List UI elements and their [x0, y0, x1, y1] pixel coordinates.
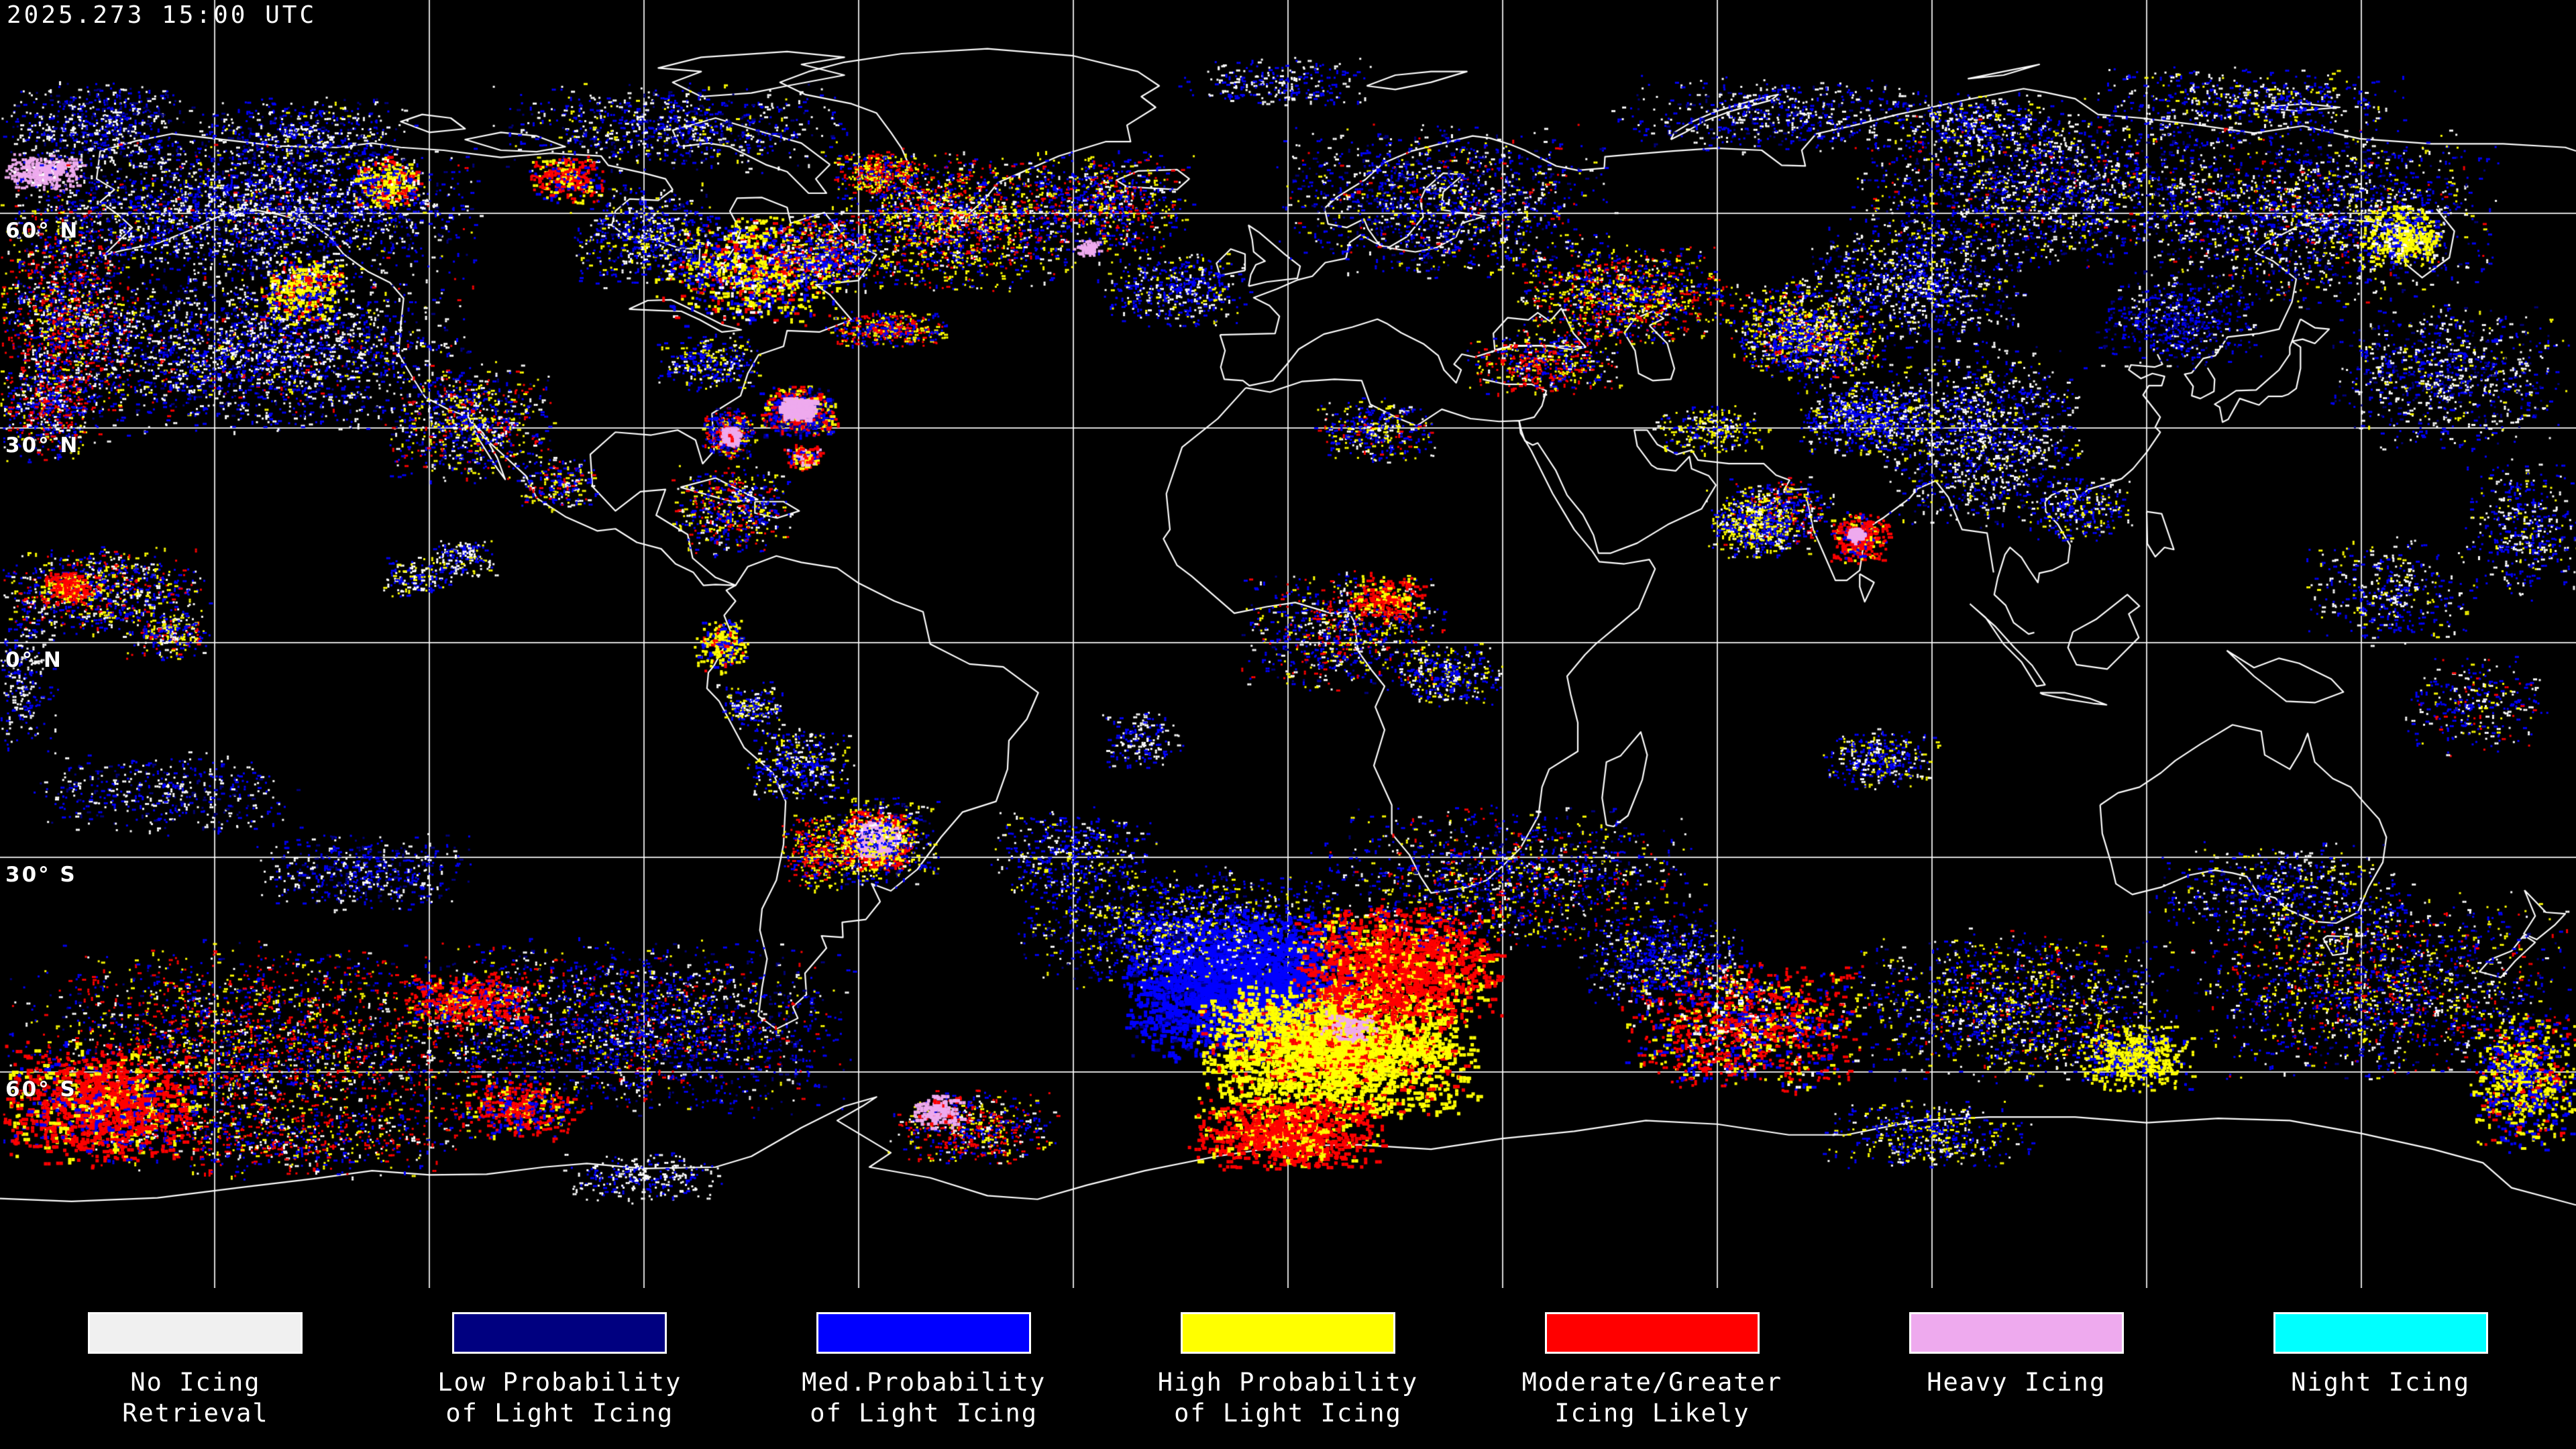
legend-item-heavy-icing: Heavy Icing [1834, 1312, 2198, 1449]
legend-label: Med.Probability of Light Icing [802, 1368, 1046, 1428]
legend-item-night-icing: Night Icing [2198, 1312, 2563, 1449]
legend-item-moderate-greater: Moderate/Greater Icing Likely [1470, 1312, 1834, 1449]
high-prob-light-swatch [1181, 1312, 1395, 1354]
legend-label: High Probability of Light Icing [1157, 1368, 1419, 1428]
med-prob-light-swatch [816, 1312, 1032, 1354]
night-icing-swatch [2273, 1312, 2488, 1354]
legend-label: Night Icing [2291, 1368, 2471, 1397]
no-icing-retrieval-swatch [88, 1312, 303, 1354]
global-icing-map [0, 0, 2576, 1288]
moderate-greater-swatch [1544, 1312, 1760, 1354]
lat-label: 30° S [5, 863, 77, 887]
legend-item-high-prob-light: High Probability of Light Icing [1106, 1312, 1470, 1449]
legend-item-low-prob-light: Low Probability of Light Icing [378, 1312, 742, 1449]
legend-label: Heavy Icing [1927, 1368, 2106, 1397]
lat-label: 30° N [5, 433, 80, 458]
legend-label: Moderate/Greater Icing Likely [1521, 1368, 1783, 1428]
legend-label: Low Probability of Light Icing [437, 1368, 682, 1428]
legend-item-no-icing-retrieval: No Icing Retrieval [13, 1312, 378, 1449]
legend-label: No Icing Retrieval [122, 1368, 269, 1428]
lat-label: 0° N [5, 648, 63, 672]
legend: No Icing Retrieval Low Probability of Li… [0, 1288, 2576, 1449]
lat-label: 60° S [5, 1077, 77, 1102]
timestamp: 2025.273 15:00 UTC [7, 1, 317, 29]
lat-label: 60° N [5, 219, 80, 243]
low-prob-light-swatch [452, 1312, 667, 1354]
heavy-icing-swatch [1909, 1312, 2124, 1354]
legend-item-med-prob-light: Med.Probability of Light Icing [742, 1312, 1106, 1449]
